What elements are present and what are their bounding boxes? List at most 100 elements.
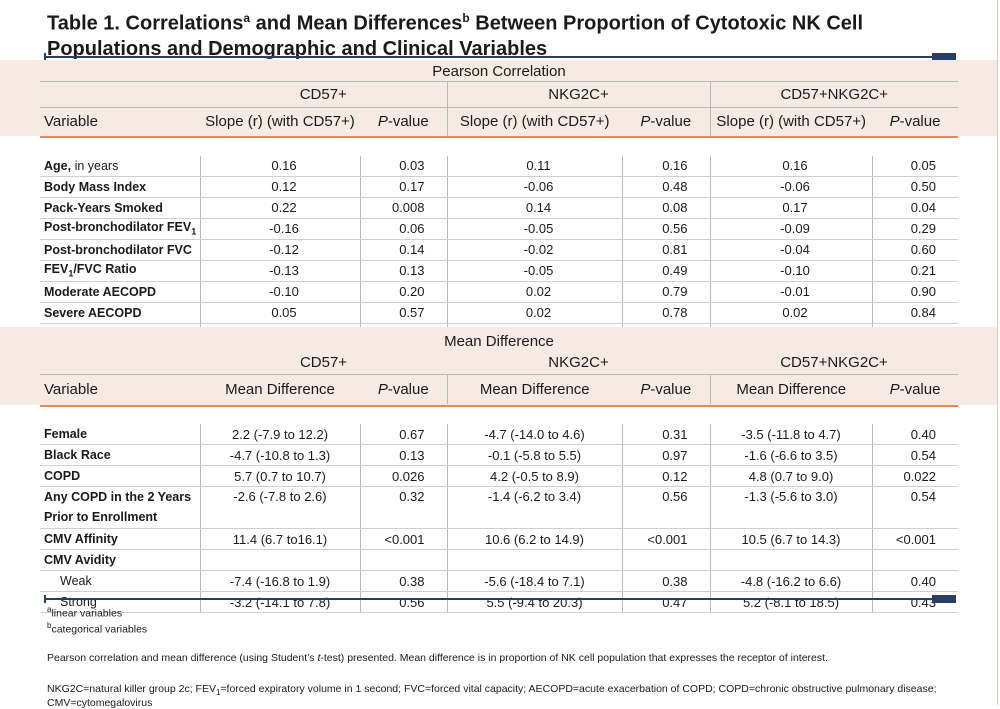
footnote-abbreviations: NKG2C=natural killer group 2c; FEV1=forc… xyxy=(47,683,937,709)
empty-cell xyxy=(709,549,872,571)
pearson-table: Pearson Correlation CD57+ NKG2C+ CD57+NK… xyxy=(40,61,958,345)
p-value: 0.78 xyxy=(621,302,710,324)
slope-value: -0.06 xyxy=(446,176,622,198)
row-label: Age, in years xyxy=(40,155,200,177)
table-row: CMV Affinity 11.4 (6.7 to16.1) <0.001 10.6 … xyxy=(40,528,958,550)
slope-value: 0.17 xyxy=(709,197,872,219)
mean-diff-value: -1.6 (-6.6 to 3.5) xyxy=(709,444,872,466)
row-label: Black Race xyxy=(40,444,200,466)
p-value: 0.57 xyxy=(359,302,447,324)
p-value: <0.001 xyxy=(621,528,710,550)
mean-diff-value: 5.2 (-8.1 to 18.5) xyxy=(709,591,872,613)
footnote-method: Pearson correlation and mean difference … xyxy=(47,652,828,664)
p-value: 0.79 xyxy=(621,281,710,303)
footnote-a: alinear variables xyxy=(47,605,123,620)
empty-cell xyxy=(871,549,958,571)
slope-value: 0.14 xyxy=(446,197,622,219)
p-value: 0.84 xyxy=(871,302,958,324)
p-value: 0.08 xyxy=(621,197,710,219)
slope-value: 0.16 xyxy=(199,155,360,177)
table-row: Weak -7.4 (-16.8 to 1.9) 0.38 -5.6 (-18.4 t… xyxy=(40,570,958,592)
p-value: <0.001 xyxy=(359,528,447,550)
p-value: 0.40 xyxy=(871,424,958,445)
mean-diff-value: -1.4 (-6.2 to 3.4) xyxy=(446,486,622,529)
md-header: Mean Difference xyxy=(446,374,622,404)
slope-value: -0.09 xyxy=(709,218,872,240)
slope-value: 0.02 xyxy=(709,302,872,324)
p-value: 0.03 xyxy=(359,155,447,177)
mean-diff-value: 10.6 (6.2 to 14.9) xyxy=(446,528,622,550)
mean-diff-value: -3.2 (-14.1 to 7.8) xyxy=(199,591,360,613)
slope-header: Slope (r) (with CD57+) xyxy=(446,107,622,136)
table-row: Age, in years 0.16 0.03 0.11 0.16 0.16 0.05 xyxy=(40,155,958,177)
p-value: 0.32 xyxy=(359,486,447,529)
slope-value: -0.04 xyxy=(709,239,872,261)
meandiff-variable-header: Variable xyxy=(44,380,98,398)
p-value: 0.008 xyxy=(359,197,447,219)
mean-diff-value: -7.4 (-16.8 to 1.9) xyxy=(199,570,360,592)
table-row: Black Race -4.7 (-10.8 to 1.3) 0.13 -0.1 (-… xyxy=(40,444,958,466)
empty-cell xyxy=(621,549,710,571)
p-value: 0.13 xyxy=(359,260,447,282)
mean-diff-value: -4.8 (-16.2 to 6.6) xyxy=(709,570,872,592)
row-label: CMV Avidity xyxy=(40,549,200,571)
slope-value: -0.01 xyxy=(709,281,872,303)
mean-diff-value: -2.6 (-7.8 to 2.6) xyxy=(199,486,360,529)
meandiff-group-cd57nkg2c: CD57+NKG2C+ xyxy=(710,352,958,375)
p-value: 0.54 xyxy=(871,444,958,466)
table-row: Post-bronchodilator FEV1 -0.16 0.06 -0.05 0.… xyxy=(40,218,958,240)
pearson-group-cd57: CD57+ xyxy=(200,81,447,108)
footnote-b: bcategorical variables xyxy=(47,621,148,636)
slope-value: 0.02 xyxy=(446,302,622,324)
table-row: COPD 5.7 (0.7 to 10.7) 0.026 4.2 (-0.5 to 8… xyxy=(40,465,958,487)
mean-diff-value: 10.5 (6.7 to 14.3) xyxy=(709,528,872,550)
bottom-rule xyxy=(44,595,956,603)
slope-value: -0.10 xyxy=(199,281,360,303)
empty-cell xyxy=(199,549,360,571)
p-value: 0.97 xyxy=(621,444,710,466)
row-label: Post-bronchodilator FEV1 xyxy=(40,218,200,240)
slope-value: 0.02 xyxy=(446,281,622,303)
p-value: 0.14 xyxy=(359,239,447,261)
md-header: Mean Difference xyxy=(225,380,335,398)
p-value: 0.56 xyxy=(359,591,447,613)
mean-diff-value: -4.7 (-10.8 to 1.3) xyxy=(199,444,360,466)
row-label: Female xyxy=(40,424,200,445)
p-value: 0.60 xyxy=(871,239,958,261)
mean-diff-value: -0.1 (-5.8 to 5.5) xyxy=(446,444,622,466)
meandiff-group-cd57: CD57+ xyxy=(200,352,447,375)
p-value: 0.20 xyxy=(359,281,447,303)
pearson-section-header: Pearson Correlation xyxy=(40,61,958,82)
table-row: Strong -3.2 (-14.1 to 7.8) 0.56 5.5 (-9.4 t… xyxy=(40,591,958,613)
pearson-group-nkg2c: NKG2C+ xyxy=(446,81,710,108)
p-value: 0.29 xyxy=(871,218,958,240)
slope-value: -0.10 xyxy=(709,260,872,282)
p-value: 0.40 xyxy=(871,570,958,592)
p-value: 0.90 xyxy=(871,281,958,303)
mean-diff-value: 2.2 (-7.9 to 12.2) xyxy=(199,424,360,445)
row-label: Post-bronchodilator FVC xyxy=(40,239,200,261)
table-row: Post-bronchodilator FVC -0.12 0.14 -0.02 0.8… xyxy=(40,239,958,261)
p-value: 0.38 xyxy=(359,570,447,592)
p-header: P-value xyxy=(889,380,941,398)
p-value: 0.12 xyxy=(621,465,710,487)
slope-value: -0.02 xyxy=(446,239,622,261)
row-label: Severe AECOPD xyxy=(40,302,200,324)
slope-value: -0.13 xyxy=(199,260,360,282)
table-row: Body Mass Index 0.12 0.17 -0.06 0.48 -0.06 0.5… xyxy=(40,176,958,198)
pearson-variable-header: Variable xyxy=(44,113,98,131)
table-row: Pack-Years Smoked 0.22 0.008 0.14 0.08 0.17 0.… xyxy=(40,197,958,219)
p-value: 0.21 xyxy=(871,260,958,282)
p-value: <0.001 xyxy=(871,528,958,550)
mean-diff-value: 4.2 (-0.5 to 8.9) xyxy=(446,465,622,487)
row-label: Weak xyxy=(40,570,200,592)
slope-value: -0.05 xyxy=(446,260,622,282)
slope-value: 0.05 xyxy=(199,302,360,324)
row-label: Body Mass Index xyxy=(40,176,200,198)
meandiff-table: Mean Difference CD57+ NKG2C+ CD57+NKG2C+… xyxy=(40,330,958,613)
p-value: 0.49 xyxy=(621,260,710,282)
table-row: Severe AECOPD 0.05 0.57 0.02 0.78 0.02 0.84 xyxy=(40,302,958,324)
p-value: 0.06 xyxy=(359,218,447,240)
mean-diff-value: 4.8 (0.7 to 9.0) xyxy=(709,465,872,487)
row-label: Any COPD in the 2 Years Prior to Enrollme… xyxy=(40,486,200,529)
